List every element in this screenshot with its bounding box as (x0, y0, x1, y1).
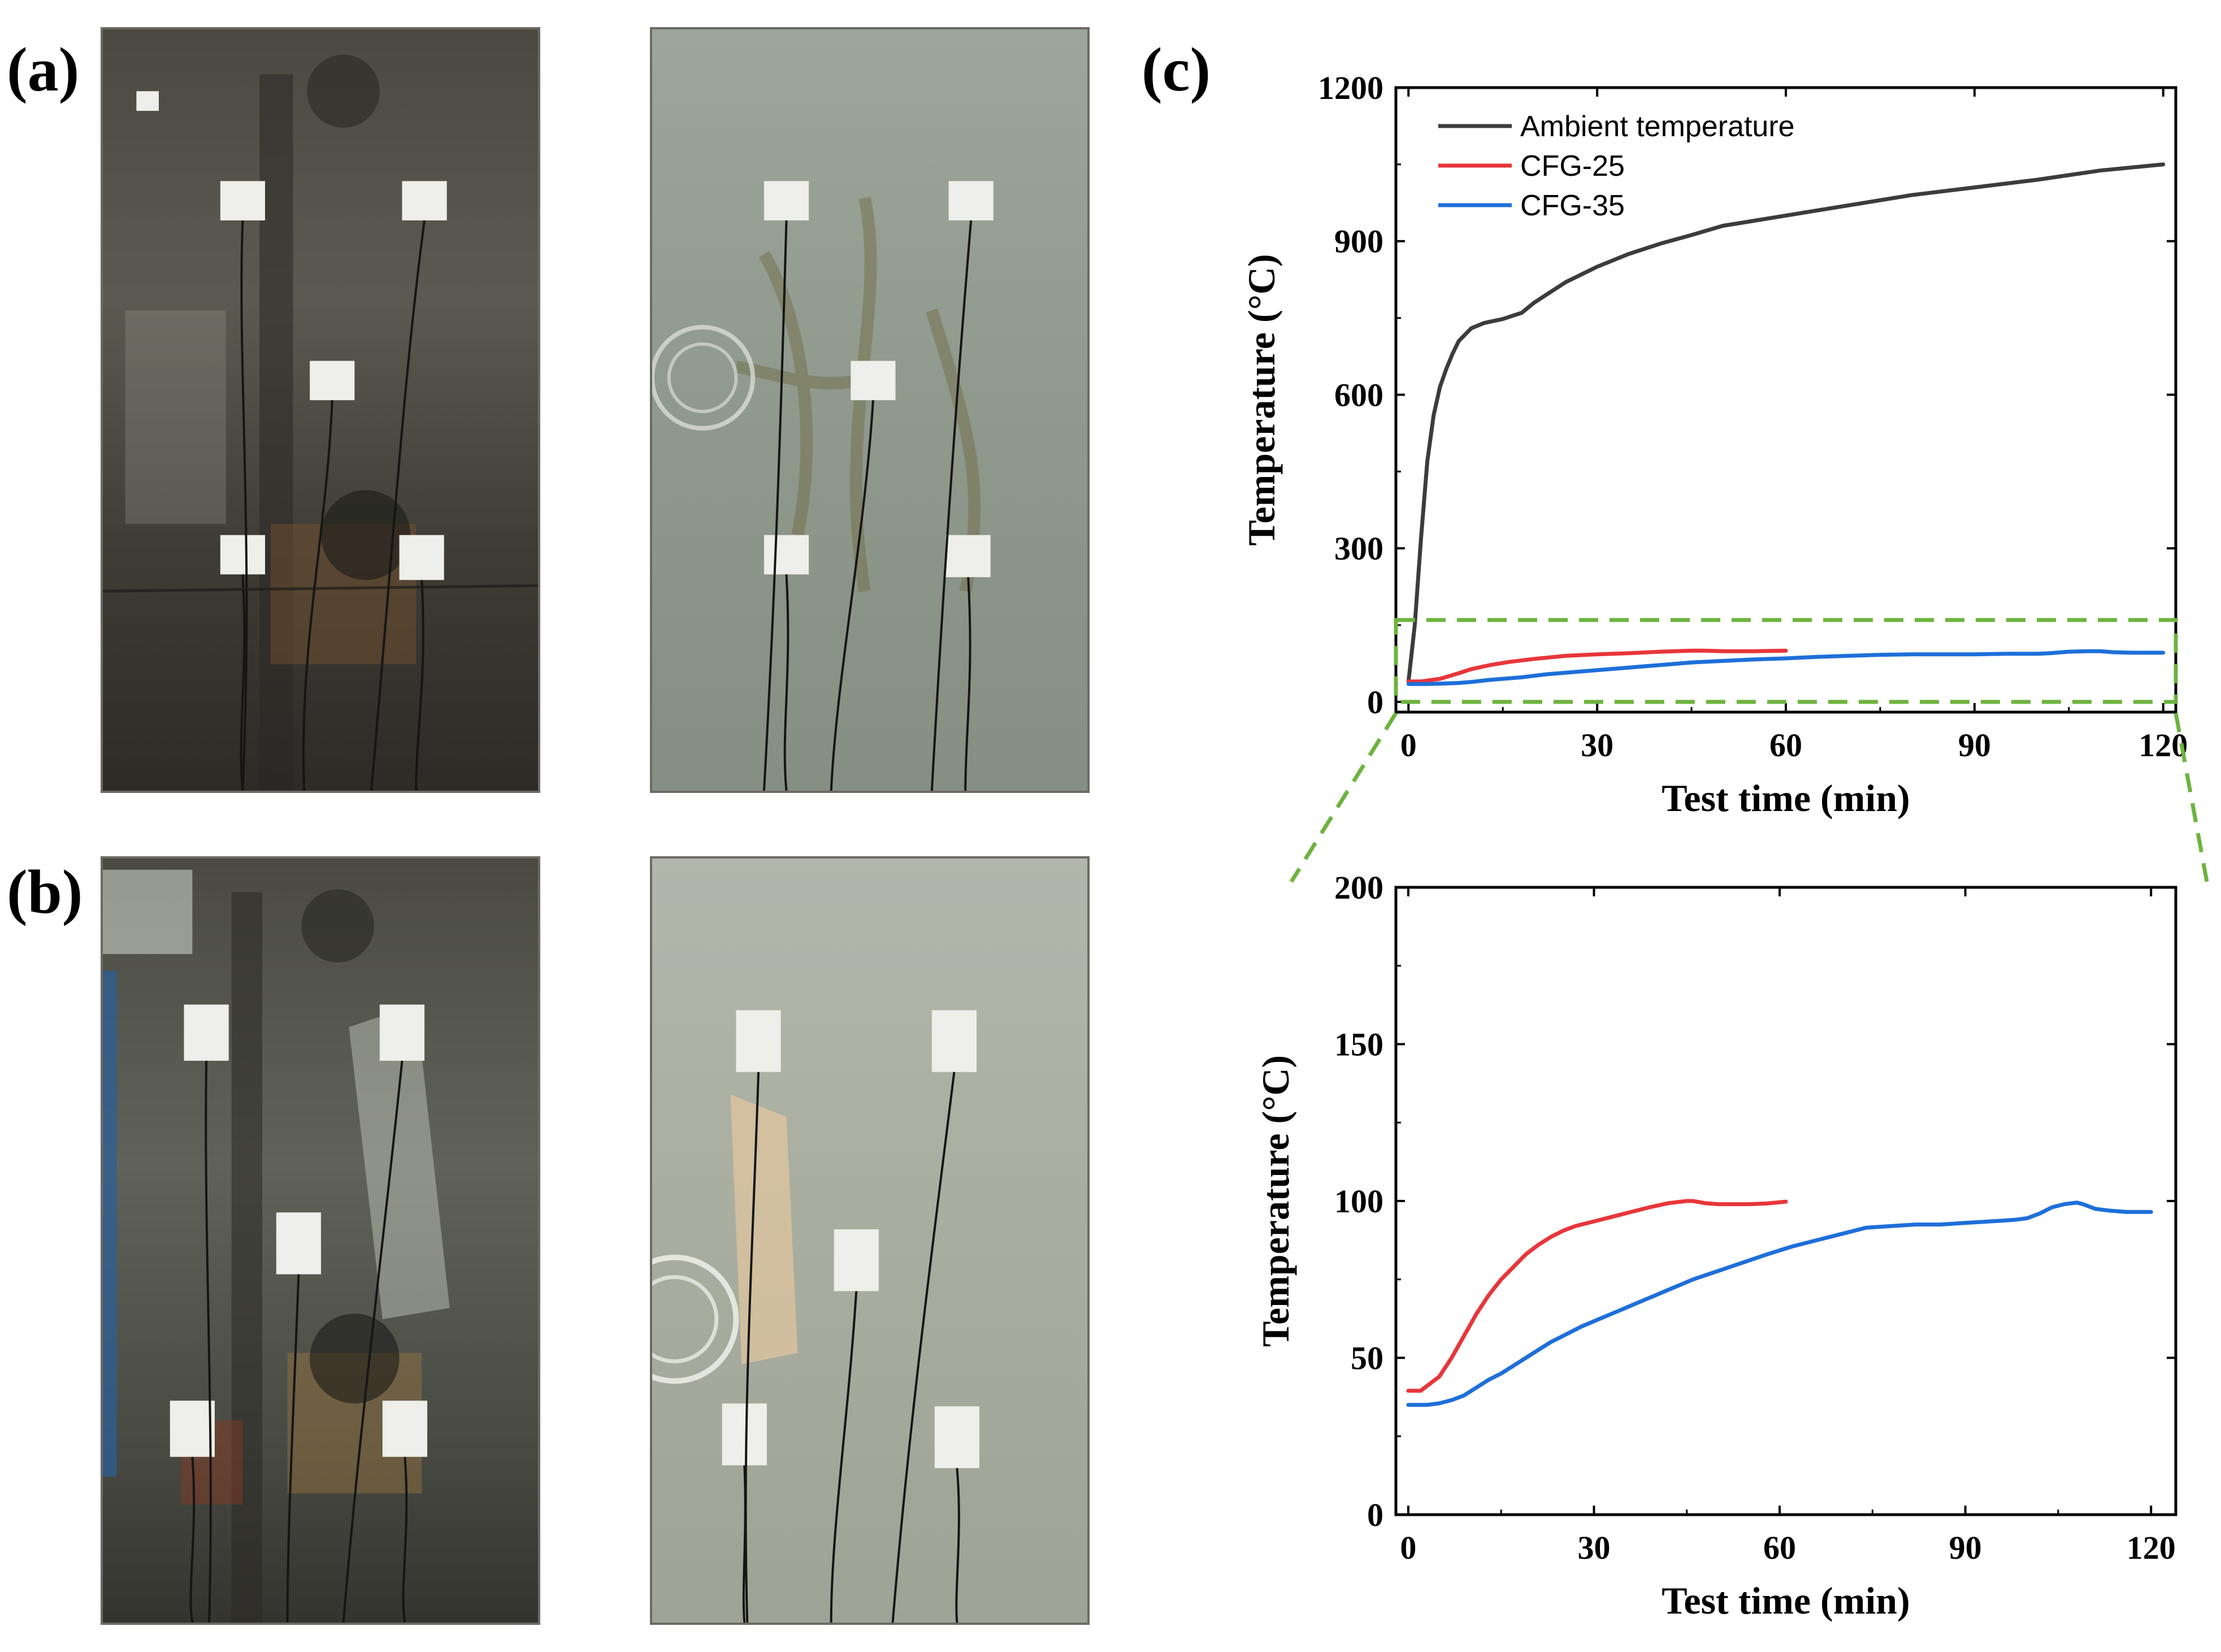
photo-b-exposed-side (650, 856, 1090, 1625)
x-tick-label: 0 (1400, 727, 1417, 764)
photo-b-right-scene (652, 1010, 979, 1623)
y-tick-label: 200 (1334, 869, 1383, 906)
zoom-region-box (1394, 618, 2178, 704)
legend-label-cfg-25: CFG-25 (1520, 150, 1625, 183)
x-tick-label: 90 (1958, 727, 1991, 764)
panel-label-c: (c) (1142, 35, 1211, 104)
y-tick-label: 50 (1351, 1340, 1383, 1377)
y-axis-title: Temperature (°C) (1240, 254, 1283, 545)
x-tick-label: 120 (2138, 727, 2188, 764)
x-axis-title: Test time (min) (1662, 1579, 1910, 1622)
photo-a-left-scene (103, 54, 538, 791)
zoom-connector-left (1290, 712, 1398, 883)
x-tick-label: 30 (1577, 1529, 1610, 1566)
panel-label-b: (b) (7, 857, 83, 926)
y-tick-label: 0 (1367, 684, 1383, 721)
x-tick-label: 60 (1763, 1529, 1796, 1566)
x-tick-label: 90 (1949, 1529, 1982, 1566)
y-tick-label: 0 (1367, 1497, 1383, 1533)
zoom-connectors (1290, 712, 2209, 883)
legend-label-ambient-temperature: Ambient temperature (1520, 110, 1795, 143)
y-tick-label: 100 (1334, 1183, 1383, 1220)
plot-frame (1394, 86, 2177, 714)
x-tick-label: 30 (1581, 727, 1613, 764)
y-tick-label: 600 (1334, 376, 1383, 413)
x-axis-title: Test time (min) (1662, 777, 1910, 820)
x-tick-label: 0 (1400, 1529, 1416, 1566)
photo-a-unexposed-side (101, 27, 540, 793)
series-line-cfg-25 (1406, 1199, 1788, 1393)
series-line-ambient-temperature (1406, 162, 2166, 684)
y-tick-label: 900 (1334, 223, 1383, 260)
lower-chart: 0 30 60 90 120 0 50 100 150 200 Test time (min) Tem… (1254, 869, 2177, 1622)
photo-a-exposed-side (650, 27, 1090, 793)
y-tick-label: 300 (1334, 530, 1383, 567)
photo-a-right-scene (652, 181, 994, 791)
panel-label-a: (a) (7, 35, 80, 104)
series-line-cfg-35 (1406, 649, 2166, 686)
series-line-cfg-35 (1406, 1200, 2153, 1407)
y-tick-label: 1200 (1318, 70, 1383, 106)
series-line-cfg-25 (1406, 648, 1788, 684)
photo-b-left-scene (103, 869, 450, 1623)
x-tick-label: 60 (1769, 727, 1802, 764)
photo-b-unexposed-side (101, 856, 540, 1625)
legend-label-cfg-35: CFG-35 (1520, 189, 1625, 222)
x-tick-label: 120 (2127, 1529, 2176, 1566)
y-axis-title: Temperature (°C) (1254, 1055, 1297, 1347)
y-tick-label: 150 (1334, 1026, 1383, 1063)
